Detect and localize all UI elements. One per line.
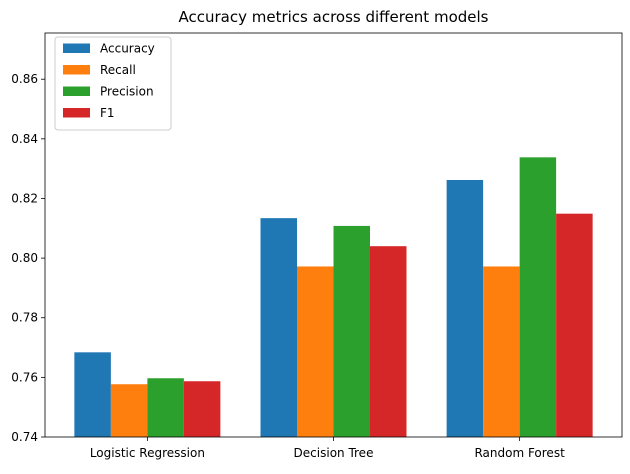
x-tick-label: Decision Tree <box>294 446 374 460</box>
bar-f1-random-forest <box>556 213 593 437</box>
legend-swatch-f1 <box>63 108 90 118</box>
bar-accuracy-decision-tree <box>260 218 297 437</box>
legend-label-f1: F1 <box>100 106 115 120</box>
bar-accuracy-logistic-regression <box>74 352 111 437</box>
y-tick-label: 0.74 <box>11 430 38 444</box>
x-tick-label: Logistic Regression <box>90 446 205 460</box>
y-tick-label: 0.78 <box>11 311 38 325</box>
y-tick-label: 0.84 <box>11 132 38 146</box>
y-tick-label: 0.80 <box>11 251 38 265</box>
bar-precision-logistic-regression <box>147 378 184 437</box>
bars-layer <box>74 157 593 438</box>
legend: Accuracy Recall Precision F1 <box>54 36 172 131</box>
bar-accuracy-random-forest <box>446 179 484 438</box>
legend-swatch-accuracy <box>63 43 90 53</box>
bar-f1-decision-tree <box>370 246 407 437</box>
bar-precision-random-forest <box>519 157 557 437</box>
bar-precision-decision-tree <box>333 225 370 437</box>
chart-title: Accuracy metrics across different models <box>179 8 489 26</box>
bar-recall-decision-tree <box>297 266 334 437</box>
legend-swatch-recall <box>63 65 90 75</box>
y-tick-label: 0.76 <box>11 370 38 384</box>
plot-frame <box>44 32 623 438</box>
bar-recall-logistic-regression <box>110 384 148 437</box>
axes-layer: Logistic Regression Decision Tree Random F… <box>11 32 623 460</box>
y-tick-label: 0.82 <box>11 191 38 205</box>
bar-f1-logistic-regression <box>183 381 221 437</box>
legend-label-accuracy: Accuracy <box>100 42 155 56</box>
legend-swatch-precision <box>63 86 90 96</box>
legend-label-precision: Precision <box>100 85 154 99</box>
bar-recall-random-forest <box>483 266 520 437</box>
x-tick-label: Random Forest <box>474 446 565 460</box>
legend-label-recall: Recall <box>100 63 136 77</box>
legend-box <box>54 36 172 131</box>
y-tick-label: 0.86 <box>11 72 38 86</box>
